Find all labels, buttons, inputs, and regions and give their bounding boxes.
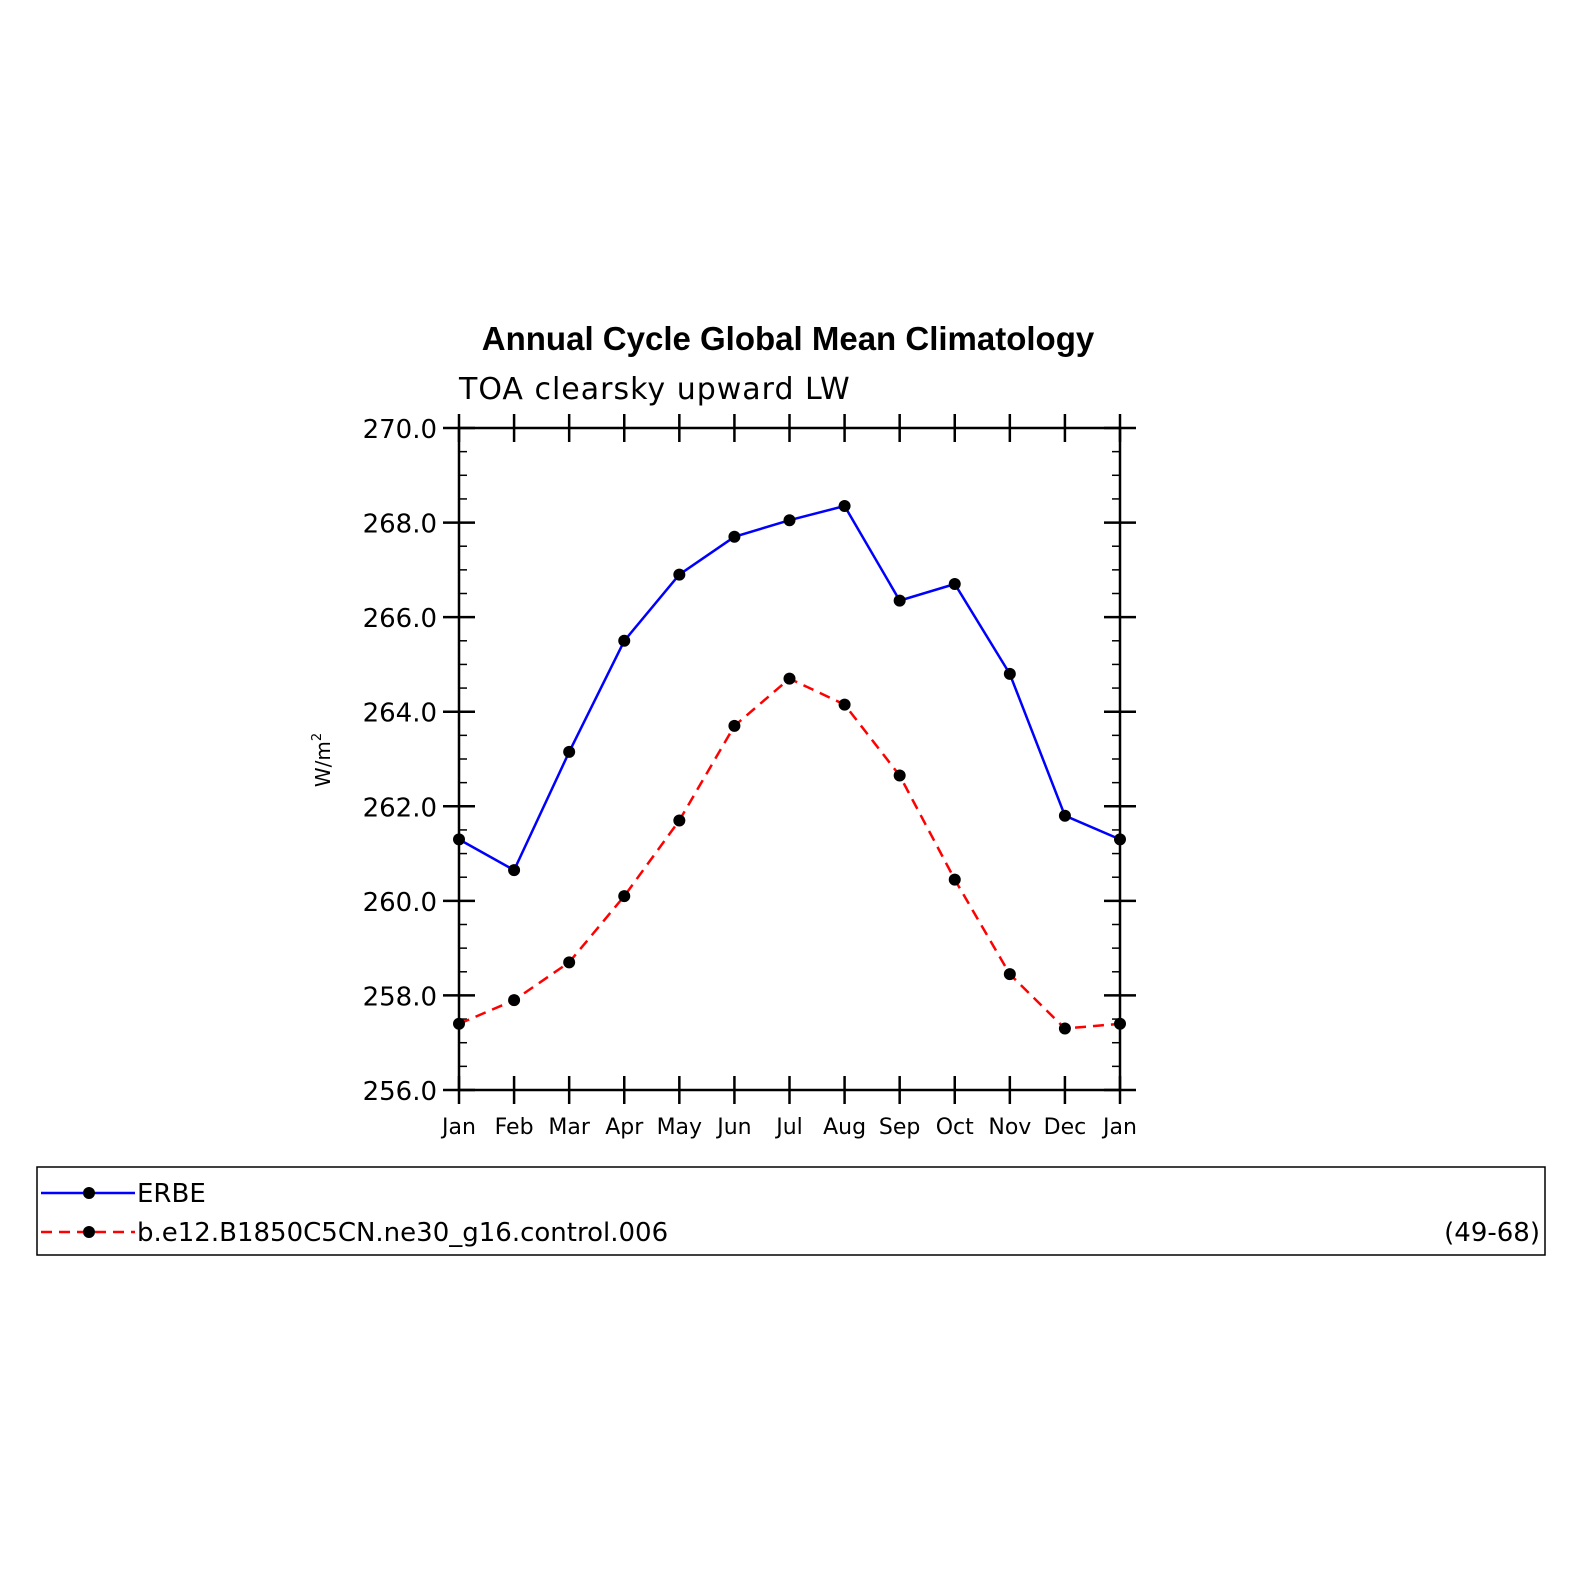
legend-marker-1 — [83, 1187, 95, 1199]
series-1-marker — [508, 864, 521, 877]
series-1-marker — [453, 833, 465, 846]
x-tick-labels: Jan Feb Mar Apr May Jun Jul Aug Sep Oct Nov Dec Jan — [440, 1115, 1137, 1140]
series-2-marker — [893, 769, 906, 782]
series-line-2 — [458, 677, 1121, 1030]
series-line-1 — [458, 504, 1121, 872]
chart-subtitle: TOA clearsky upward LW — [458, 372, 851, 407]
series-2-marker — [453, 1017, 465, 1030]
x-tick-label: Jan — [1101, 1115, 1137, 1140]
legend-marker-2 — [83, 1226, 95, 1238]
series-lines — [458, 504, 1121, 1030]
x-tick-label: Apr — [605, 1115, 644, 1140]
x-tick-label: Nov — [988, 1115, 1031, 1140]
series-2-marker — [948, 873, 961, 886]
y-tick-label: 266.0 — [363, 604, 437, 634]
series-markers — [453, 500, 1126, 1035]
y-axis-label: W/m2 — [310, 733, 335, 787]
y-tick-label: 268.0 — [363, 510, 437, 540]
series-2-marker — [673, 814, 686, 827]
series-2-marker — [783, 672, 796, 685]
x-tick-label: Feb — [495, 1115, 534, 1140]
x-tick-label: Mar — [548, 1115, 590, 1140]
series-1-marker — [1003, 667, 1016, 680]
legend-label-1: ERBE — [137, 1179, 206, 1209]
plot-frame — [457, 426, 1122, 1092]
series-1-marker — [1114, 833, 1126, 846]
y-tick-label: 270.0 — [363, 415, 437, 445]
y-axis-label-superscript: 2 — [310, 733, 325, 741]
series-2-marker — [563, 956, 576, 969]
x-tick-label: Jan — [440, 1115, 476, 1140]
series-2-marker — [508, 994, 521, 1007]
y-tick-labels: 256.0 258.0 260.0 262.0 264.0 266.0 268.0 270.0 — [363, 415, 437, 1107]
series-1-marker — [838, 500, 851, 513]
series-2-marker — [1003, 968, 1016, 981]
svg-text:W/m2: W/m2 — [310, 733, 335, 787]
y-tick-label: 262.0 — [363, 793, 437, 823]
legend: ERBE b.e12.B1850C5CN.ne30_g16.control.006… — [41, 1179, 1540, 1248]
y-axis-label-text: W/m — [311, 741, 335, 787]
x-tick-label: Sep — [879, 1115, 920, 1140]
x-tick-label: Jun — [715, 1115, 751, 1140]
y-tick-label: 260.0 — [363, 888, 437, 918]
series-1-marker — [1058, 809, 1071, 822]
axis-ticks — [443, 414, 1136, 1104]
series-1-marker — [893, 594, 906, 607]
chart-title: Annual Cycle Global Mean Climatology — [482, 320, 1095, 357]
x-tick-label: May — [657, 1115, 702, 1140]
series-1-marker — [673, 568, 686, 581]
legend-label-2: b.e12.B1850C5CN.ne30_g16.control.006 — [137, 1218, 668, 1248]
x-tick-label: Jul — [774, 1115, 803, 1140]
series-1-marker — [728, 530, 741, 543]
series-2-marker — [1114, 1017, 1126, 1030]
legend-box — [36, 1166, 1546, 1256]
series-1-marker — [563, 745, 576, 758]
legend-note-2: (49-68) — [1444, 1218, 1540, 1248]
series-2-marker — [838, 698, 851, 711]
y-tick-label: 264.0 — [363, 699, 437, 729]
series-2-marker — [728, 719, 741, 732]
series-1-marker — [948, 578, 961, 591]
y-tick-label: 258.0 — [363, 982, 437, 1012]
x-tick-label: Aug — [823, 1115, 866, 1140]
series-2-marker — [618, 890, 631, 903]
series-1-marker — [783, 514, 796, 527]
series-1-marker — [618, 634, 631, 647]
x-tick-label: Dec — [1044, 1115, 1087, 1140]
series-2-marker — [1058, 1022, 1071, 1035]
x-tick-label: Oct — [936, 1115, 974, 1140]
y-tick-label: 256.0 — [363, 1077, 437, 1107]
